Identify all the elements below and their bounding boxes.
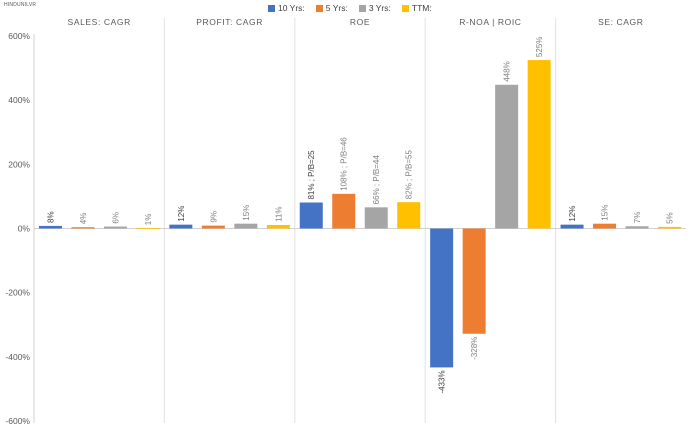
y-tick-label: 400% <box>8 95 30 105</box>
data-label: -328% <box>470 337 479 360</box>
data-label: 7% <box>633 212 642 224</box>
category-title: R-NOA | ROIC <box>459 17 521 27</box>
data-label: 15% <box>242 205 251 221</box>
legend-swatch <box>358 4 366 12</box>
y-tick-label: 600% <box>8 31 30 41</box>
data-label: 448% <box>503 61 512 81</box>
data-label: 15% <box>601 205 610 221</box>
legend-label: 10 Yrs: <box>278 3 305 13</box>
data-label: 11% <box>274 207 283 222</box>
legend-item: 10 Yrs: <box>268 3 305 13</box>
bar <box>136 228 160 229</box>
bar <box>658 226 682 229</box>
data-label: 12% <box>568 206 577 222</box>
category-title: SALES: CAGR <box>68 17 131 27</box>
bar <box>234 223 258 229</box>
y-tick-label: -200% <box>5 288 30 298</box>
legend-swatch <box>315 4 323 12</box>
legend: 10 Yrs: 5 Yrs: 3 Yrs: TTM: <box>268 3 432 13</box>
bar <box>397 202 421 229</box>
bar <box>560 224 584 229</box>
legend-item: 3 Yrs: <box>358 3 391 13</box>
data-label: 4% <box>79 213 88 225</box>
bar <box>266 224 290 229</box>
bar <box>430 228 454 368</box>
bar <box>71 227 95 229</box>
legend-label: 3 Yrs: <box>368 3 391 13</box>
bar <box>103 226 127 229</box>
data-label: 108% ; P/B=46 <box>340 137 349 191</box>
legend-item: TTM: <box>401 3 432 13</box>
legend-label: 5 Yrs: <box>325 3 348 13</box>
bar <box>169 224 193 229</box>
y-tick-label: 0% <box>18 224 31 234</box>
y-tick-label: 200% <box>8 159 30 169</box>
data-label: 12% <box>177 206 186 222</box>
data-label: 525% <box>535 37 544 57</box>
y-tick-label: -600% <box>5 416 30 426</box>
legend-swatch <box>268 4 275 12</box>
bar <box>527 60 551 229</box>
y-tick-label: -400% <box>5 352 30 362</box>
legend-swatch <box>401 4 409 12</box>
bar <box>593 223 617 229</box>
data-label: 1% <box>144 214 153 226</box>
bar <box>625 226 649 229</box>
data-label: 5% <box>666 212 675 224</box>
data-label: 81% ; P/B=25 <box>307 150 316 200</box>
bar <box>332 193 356 229</box>
category-title: SE: CAGR <box>598 17 643 27</box>
category-title: ROE <box>350 17 370 27</box>
data-label: 66% ; P/B=44 <box>372 155 381 205</box>
data-label: -433% <box>438 370 447 393</box>
data-label: 9% <box>209 211 218 223</box>
bar <box>364 207 388 229</box>
legend-item: 5 Yrs: <box>315 3 348 13</box>
category-title: PROFIT: CAGR <box>196 17 263 27</box>
bar <box>495 84 519 229</box>
bar <box>299 202 323 229</box>
bar <box>201 225 225 229</box>
data-label: 8% <box>46 211 55 223</box>
bar <box>38 225 62 229</box>
legend-label: TTM: <box>411 3 432 13</box>
ticker-label: HINDUNILVR <box>4 2 37 8</box>
data-label: 82% ; P/B=55 <box>405 149 414 199</box>
data-label: 6% <box>111 212 120 224</box>
bar <box>462 228 486 334</box>
